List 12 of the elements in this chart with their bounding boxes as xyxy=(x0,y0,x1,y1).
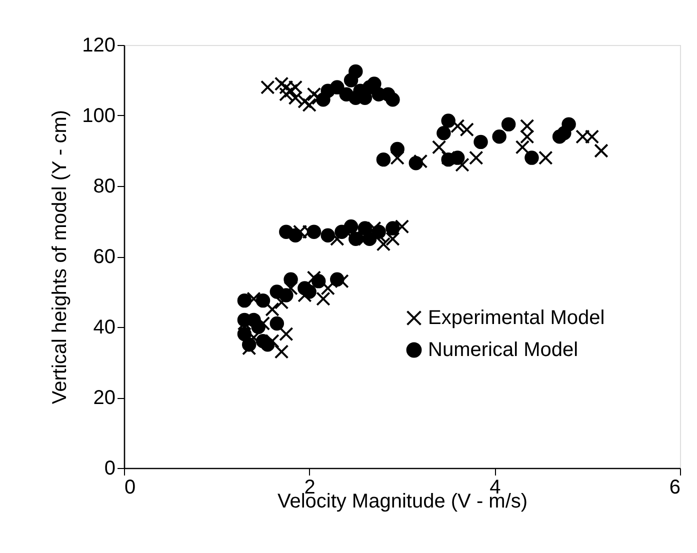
y-tick-label: 60 xyxy=(93,246,116,268)
y-tick-label: 20 xyxy=(93,387,116,409)
y-tick-label: 40 xyxy=(93,316,116,338)
legend-label: Experimental Model xyxy=(428,307,605,329)
x-tick-label: 6 xyxy=(669,476,680,498)
y-tick-label: 120 xyxy=(82,34,116,56)
y-tick-label: 80 xyxy=(93,176,116,198)
y-axis-title: Vertical heights of model (Y - cm) xyxy=(49,110,72,404)
x-tick-label: 0 xyxy=(124,476,136,498)
y-tick-label: 100 xyxy=(82,105,116,127)
y-tick-label: 0 xyxy=(104,458,116,480)
legend-label: Numerical Model xyxy=(428,339,578,361)
